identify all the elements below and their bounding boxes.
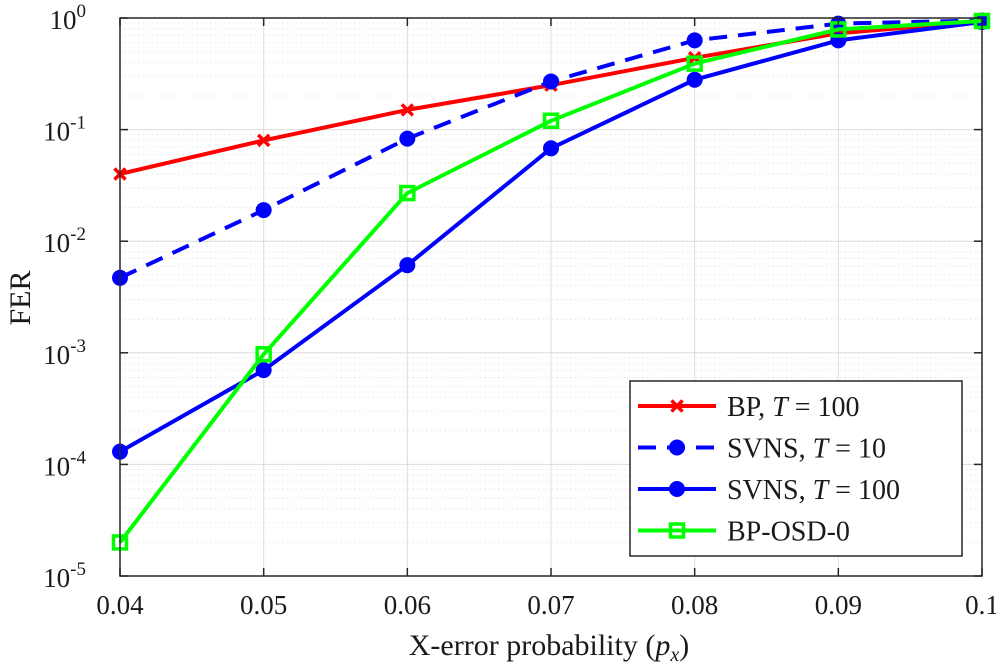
marker-circle [543, 140, 559, 157]
x-tick-label: 0.08 [671, 590, 718, 620]
x-tick-label: 0.06 [384, 590, 431, 620]
marker-circle [669, 439, 685, 456]
legend-label: SVNS, T = 10 [727, 434, 886, 465]
legend-label: BP-OSD-0 [727, 517, 850, 548]
marker-square [668, 522, 686, 539]
legend: BP, T = 100 SVNS, T = 10 SVNS, T = 100 BP-O… [629, 380, 963, 557]
marker-x [670, 399, 684, 413]
x-tick-label: 0.05 [240, 590, 287, 620]
legend-box [629, 380, 963, 557]
x-axis-label-sub: x [669, 644, 679, 666]
x-tick-label: 0.07 [527, 590, 574, 620]
y-axis-label: FER [4, 270, 37, 325]
marker-circle [255, 362, 272, 379]
y-tick-label: 100 [50, 1, 87, 35]
y-tick-label: 10-1 [43, 113, 86, 147]
legend-item-0: BP, T = 100 [638, 392, 860, 423]
marker-square [542, 112, 560, 130]
x-tick-label: 0.09 [815, 590, 862, 620]
marker-square [255, 346, 272, 363]
x-axis-label-end: ) [679, 629, 689, 662]
y-tick-label: 10-2 [43, 224, 86, 258]
x-axis-label-var: p [653, 629, 670, 662]
marker-circle [669, 481, 685, 497]
x-axis-label: X-error probability (px) [409, 629, 689, 666]
marker-circle [399, 257, 416, 274]
marker-x-stroke [670, 399, 684, 413]
legend-item-1: SVNS, T = 10 [638, 434, 886, 465]
marker-circle [686, 32, 703, 49]
marker-square [399, 184, 416, 202]
marker-circle [399, 130, 416, 147]
legend-item-3: BP-OSD-0 [638, 517, 850, 548]
marker-x-stroke [400, 103, 415, 117]
y-tick-label: 10-4 [43, 447, 86, 481]
legend-label: BP, T = 100 [727, 392, 860, 423]
marker-circle [543, 73, 559, 90]
legend-item-2: SVNS, T = 100 [638, 475, 900, 506]
marker-circle [255, 202, 272, 219]
y-tick-label: 10-5 [43, 559, 86, 593]
marker-x [400, 103, 415, 117]
series-line [118, 19, 983, 544]
x-axis-label-main: X-error probability ( [409, 629, 656, 662]
ticks: 0.04 0.05 0.06 0.07 0.08 0.09 0.1 100 10-1 10-2 10… [43, 1, 996, 620]
marker-square [686, 55, 703, 72]
legend-label: SVNS, T = 100 [727, 475, 900, 506]
marker-circle [686, 71, 703, 88]
y-tick-label: 10-3 [43, 336, 86, 370]
x-tick-label: 0.1 [965, 590, 996, 620]
marker-x [256, 133, 271, 148]
series-3 [111, 12, 991, 551]
x-tick-label: 0.04 [96, 590, 144, 620]
marker-x-stroke [256, 133, 271, 148]
